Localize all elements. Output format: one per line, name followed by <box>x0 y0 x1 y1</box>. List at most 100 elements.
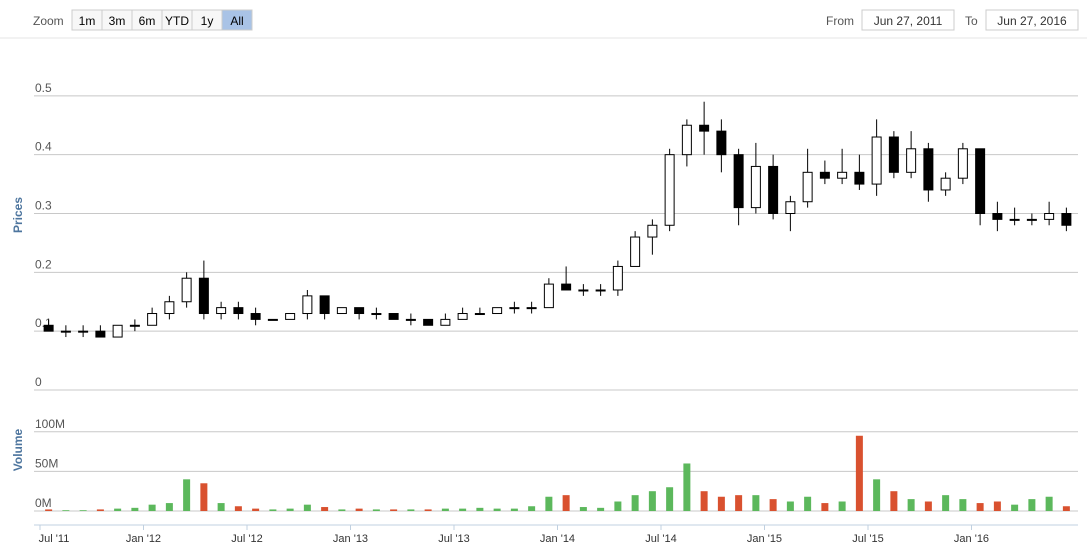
candle-body <box>543 283 554 309</box>
volume-bar <box>148 504 156 511</box>
candle-body <box>371 313 382 316</box>
volume-bar <box>648 491 656 511</box>
volume-bar <box>752 495 760 511</box>
y-tick-label: 100M <box>35 417 65 431</box>
volume-bar <box>476 507 484 511</box>
x-tick-label: Jul '11 <box>39 533 70 545</box>
volume-bar <box>528 506 536 511</box>
candle-body <box>819 171 830 179</box>
candle-body <box>302 295 313 315</box>
candle-body <box>957 148 968 179</box>
candle-body <box>888 136 899 173</box>
candle-body <box>750 165 761 209</box>
volume-bar <box>614 501 622 511</box>
range-button-label[interactable]: 3m <box>109 14 126 28</box>
x-tick-label: Jan '16 <box>954 533 989 545</box>
volume-bar <box>252 508 260 511</box>
candle-body <box>405 318 416 321</box>
candle-body <box>43 324 54 332</box>
volume-bar <box>269 509 277 511</box>
volume-bar <box>1045 496 1053 511</box>
candle-body <box>250 313 261 320</box>
candle-body <box>578 289 589 292</box>
candle-body <box>612 265 623 291</box>
candle-body <box>768 165 779 214</box>
from-value[interactable]: Jun 27, 2011 <box>874 14 943 28</box>
candle-body <box>492 307 503 315</box>
volume-bar <box>804 496 812 511</box>
candle-body <box>923 148 934 191</box>
y-tick-label: 0M <box>35 496 52 510</box>
volume-bar <box>390 509 398 511</box>
candle-body <box>802 171 813 203</box>
x-tick-label: Jan '15 <box>747 533 782 545</box>
volume-bar <box>959 499 967 511</box>
volume-bar <box>735 495 743 511</box>
volume-bar <box>631 495 639 511</box>
y-axis-title: Volume <box>11 428 25 471</box>
from-label: From <box>826 14 854 28</box>
candle-body <box>681 124 692 156</box>
volume-bar <box>286 508 294 511</box>
volume-bar <box>683 463 691 511</box>
candle-body <box>112 324 123 338</box>
candle-body <box>733 154 744 209</box>
volume-bar <box>441 508 449 511</box>
range-button-label[interactable]: 6m <box>139 14 156 28</box>
y-tick-label: 0.4 <box>35 140 52 154</box>
volume-bar <box>993 501 1001 511</box>
volume-bar <box>165 503 173 511</box>
candle-body <box>440 318 451 326</box>
volume-bar <box>183 479 191 511</box>
candle-body <box>474 313 485 316</box>
volume-bar <box>579 507 587 511</box>
volume-bar <box>597 507 605 511</box>
candle-body <box>95 330 106 338</box>
candle-body <box>647 224 658 238</box>
candle-body <box>940 177 951 191</box>
candle-body <box>561 283 572 291</box>
volume-bar <box>855 435 863 511</box>
candle-body <box>716 130 727 156</box>
candle-body <box>1044 213 1055 220</box>
range-button-label[interactable]: YTD <box>165 14 189 28</box>
volume-bar <box>217 503 225 511</box>
volume-bar <box>79 510 87 511</box>
candle-body <box>526 307 537 310</box>
volume-bar <box>114 508 122 511</box>
to-value[interactable]: Jun 27, 2016 <box>997 14 1067 28</box>
candle-body <box>164 301 175 315</box>
candle-body <box>423 318 434 326</box>
volume-bar <box>45 509 53 511</box>
y-tick-label: 0.2 <box>35 257 52 271</box>
candle-body <box>267 318 278 321</box>
to-input[interactable] <box>985 9 1079 31</box>
y-tick-label: 0.5 <box>35 81 52 95</box>
range-button-label[interactable]: 1y <box>201 14 214 28</box>
candle-body <box>354 307 365 315</box>
y-tick-label: 0.3 <box>35 199 52 213</box>
volume-bar <box>907 499 915 511</box>
candle-body <box>129 324 140 327</box>
candle-body <box>181 277 192 303</box>
candle-body <box>699 124 710 132</box>
range-button-label[interactable]: All <box>230 14 243 28</box>
volume-bar <box>545 496 553 511</box>
zoom-label: Zoom <box>33 14 64 28</box>
candle-body <box>1009 218 1020 221</box>
range-button[interactable] <box>221 9 253 31</box>
volume-bar <box>1028 499 1036 511</box>
volume-bar <box>62 510 70 511</box>
range-button-label[interactable]: 1m <box>79 14 96 28</box>
volume-bar <box>924 501 932 511</box>
x-tick-label: Jan '13 <box>333 533 368 545</box>
volume-bar <box>821 503 829 511</box>
candle-body <box>871 136 882 185</box>
volume-bar <box>976 503 984 511</box>
volume-bar <box>424 509 432 511</box>
from-input[interactable] <box>861 9 955 31</box>
volume-bar <box>407 509 415 511</box>
candle-body <box>147 313 158 326</box>
